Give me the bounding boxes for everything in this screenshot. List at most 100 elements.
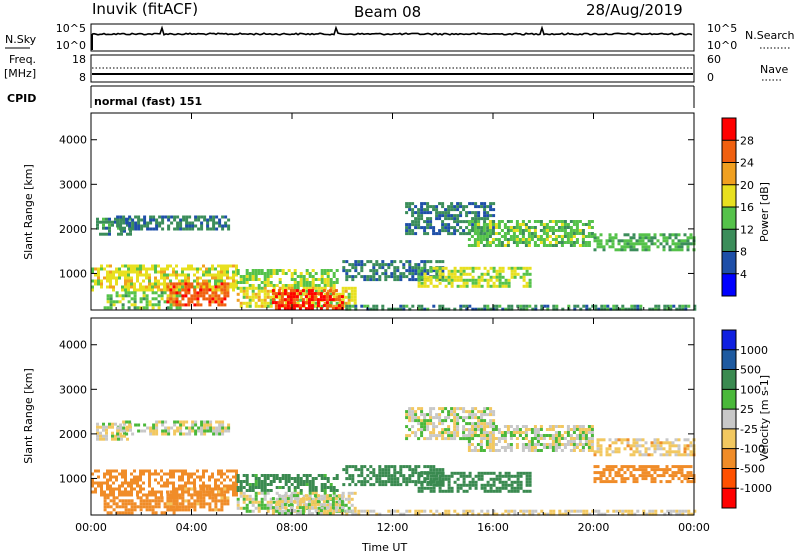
power-cell [572,232,576,235]
velocity-cell [317,509,321,513]
velocity-cell [467,449,471,452]
velocity-cell [572,443,576,446]
velocity-cell [301,500,305,504]
velocity-cell [591,509,595,513]
velocity-cell [323,489,327,492]
power-cell [347,292,351,296]
power-cell [151,306,155,310]
velocity-cell [122,420,126,424]
velocity-cell [181,505,185,509]
velocity-cell [489,489,493,493]
power-cell [429,217,433,221]
freq-panel: Freq. [MHz] 18 8 60 0 Nave [4,53,788,84]
power-cell [579,307,583,311]
velocity-cell [494,437,498,440]
velocity-cell [331,497,335,501]
power-cell [485,244,489,247]
power-cell [304,301,308,305]
velocity-cell [172,511,176,515]
power-cell [354,307,358,311]
velocity-cell [539,425,543,428]
power-cell [629,242,633,246]
velocity-cell [232,484,235,488]
power-cell [675,307,679,311]
velocity-cell [154,472,157,476]
power-ytick-label: 3000 [59,178,87,191]
power-colorbar-swatch [722,140,736,163]
velocity-cell [296,509,300,513]
velocity-cell [320,483,324,486]
velocity-cell [136,481,139,485]
power-cell [167,227,171,231]
power-cell [387,275,391,279]
velocity-cell [432,477,436,481]
velocity-cell [494,443,498,446]
power-cell [587,220,591,223]
velocity-cell [136,484,139,488]
velocity-cell [462,477,466,481]
power-cell [405,260,409,264]
power-cell [426,208,430,212]
power-cell [251,289,255,293]
velocity-cell [148,484,151,488]
power-cell [441,220,445,224]
velocity-cell [311,480,315,483]
velocity-cell [340,503,344,507]
velocity-cell [348,465,352,469]
velocity-cell [163,502,167,506]
power-cell [462,281,466,285]
power-cell [157,282,160,286]
power-colorbar-swatch [722,118,736,141]
power-cell [202,279,205,283]
velocity-cell [211,472,214,476]
velocity-cell [185,432,189,436]
velocity-cell [438,416,442,420]
cpid-value: normal (fast) 151 [94,95,202,108]
velocity-cell [96,437,99,441]
velocity-cell [217,478,220,482]
power-cell [112,285,115,289]
power-cell [293,284,297,287]
velocity-cell [650,444,654,448]
velocity-cell [239,491,243,495]
velocity-cell [227,423,231,427]
power-cell [468,266,472,270]
power-cell [175,291,179,295]
velocity-cell [590,440,594,443]
power-cell [254,272,258,275]
power-cell [100,264,103,268]
power-cell [587,226,591,229]
velocity-cell [590,437,594,440]
velocity-cell [299,483,303,486]
velocity-cell [579,509,583,513]
velocity-cell [513,474,517,478]
power-cell [348,275,352,279]
velocity-cell [590,431,594,434]
power-cell [293,269,297,272]
velocity-cell [498,477,502,481]
velocity-cell [251,500,255,504]
velocity-cell [360,509,364,513]
power-cell [515,244,519,247]
power-cell [417,272,421,276]
velocity-cell [596,450,600,454]
velocity-cell [674,444,678,448]
velocity-cell [479,425,483,428]
power-cell [456,220,460,224]
velocity-cell [492,483,496,487]
power-cell [206,227,210,231]
velocity-cell [654,512,658,516]
power-cell [145,288,148,292]
velocity-cell [387,468,391,472]
velocity-cell [542,437,546,440]
power-cell [227,224,231,228]
power-cell [486,281,490,285]
power-cell [453,220,457,224]
velocity-cell [115,487,118,491]
power-cell [650,236,654,240]
power-cell [269,269,273,272]
power-cell [105,217,108,221]
power-cell [193,303,197,307]
power-cell [465,272,469,276]
power-cell [248,275,252,278]
